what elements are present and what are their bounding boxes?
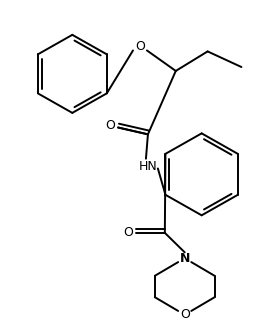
Text: O: O bbox=[105, 119, 115, 132]
Text: O: O bbox=[123, 226, 133, 239]
Text: N: N bbox=[179, 252, 190, 265]
Text: O: O bbox=[180, 308, 190, 321]
Text: HN: HN bbox=[139, 160, 157, 173]
Text: O: O bbox=[135, 40, 145, 53]
